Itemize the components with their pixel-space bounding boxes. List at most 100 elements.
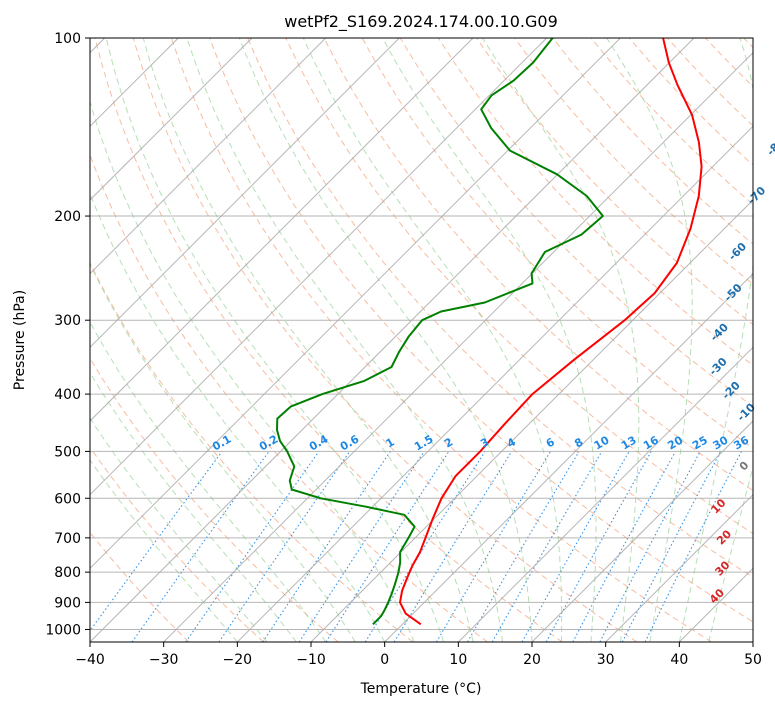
moist-adiabat-line xyxy=(90,192,386,642)
dry-adiabat-line xyxy=(90,261,414,642)
mixing-ratio-line xyxy=(572,451,676,642)
mixing-ratio-label: 0.2 xyxy=(257,432,280,453)
x-tick-label: 0 xyxy=(380,652,389,668)
dry-adiabat-line xyxy=(285,38,753,535)
isotherm-line xyxy=(384,272,753,642)
moist-adiabat-line xyxy=(90,417,268,642)
x-tick-label: 10 xyxy=(449,652,467,668)
zero-label: 0 xyxy=(737,458,752,473)
moist-adiabat-line xyxy=(238,38,533,642)
mixing-ratio-line xyxy=(521,451,630,642)
moist-adiabat-line xyxy=(481,38,640,642)
mixing-ratio-line xyxy=(218,451,351,642)
isotherm-line xyxy=(531,420,753,642)
dry-adiabat-line xyxy=(476,38,753,326)
moist-adiabat-label: 30 xyxy=(713,558,733,578)
mixing-ratio-label: 4 xyxy=(505,435,518,450)
mixing-ratio-label: 16 xyxy=(641,433,661,452)
moist-adiabat-line xyxy=(606,38,693,642)
dry-adiabat-line xyxy=(743,38,753,49)
dry-adiabat-line xyxy=(247,38,753,578)
mixing-ratio-label: 0.6 xyxy=(338,432,362,453)
mixing-ratio-line xyxy=(644,451,742,642)
isotherm-line xyxy=(90,38,474,422)
isotherm-line xyxy=(90,38,400,349)
isotherm-line xyxy=(236,125,753,642)
moist-adiabat-line xyxy=(302,38,563,642)
dry-adiabat-label: -80 xyxy=(764,135,775,158)
mixing-ratio-label: 6 xyxy=(544,435,557,450)
isotherm-line xyxy=(457,346,753,642)
dry-adiabat-line xyxy=(90,531,190,642)
mixing-ratio-line xyxy=(545,451,652,642)
dry-adiabat-label: -60 xyxy=(726,240,749,263)
y-tick-label: 300 xyxy=(54,313,81,329)
x-tick-label: 30 xyxy=(597,652,615,668)
moist-adiabat-line xyxy=(90,459,238,642)
x-tick-label: 40 xyxy=(670,652,688,668)
mixing-ratio-line xyxy=(599,451,701,642)
mixing-ratio-label: 25 xyxy=(690,434,710,453)
dry-adiabat-line xyxy=(132,38,638,642)
dry-adiabat-line xyxy=(514,38,753,285)
isotherm-line xyxy=(90,38,548,496)
moist-adiabat-label: 10 xyxy=(709,496,729,516)
mixing-ratio-line xyxy=(621,451,722,642)
mixing-ratio-line xyxy=(90,451,223,632)
y-tick-label: 800 xyxy=(54,565,81,581)
mixing-ratio-label: 10 xyxy=(592,433,612,452)
dewpoint-line xyxy=(276,38,604,626)
dry-adiabat-line xyxy=(90,357,339,642)
dry-adiabat-label: -20 xyxy=(720,379,743,402)
isotherm-line xyxy=(90,38,621,570)
dry-adiabat-line xyxy=(90,446,264,642)
x-tick-label: −30 xyxy=(149,652,179,668)
isotherm-line xyxy=(90,38,253,201)
y-tick-label: 200 xyxy=(54,209,81,225)
temperature-line xyxy=(399,38,703,626)
mixing-ratio-line xyxy=(298,451,425,642)
mixing-ratio-label: 3 xyxy=(478,435,491,450)
x-tick-label: 20 xyxy=(523,652,541,668)
isotherm-line xyxy=(163,51,753,642)
mixing-ratio-line xyxy=(262,451,391,642)
y-axis-label: Pressure (hPa) xyxy=(12,290,28,390)
dry-adiabat-line xyxy=(437,38,753,366)
isotherm-line xyxy=(605,493,753,642)
x-tick-label: −10 xyxy=(296,652,326,668)
mixing-ratio-label: 0.4 xyxy=(307,432,331,453)
mixing-ratio-label: 30 xyxy=(711,433,731,452)
y-tick-label: 700 xyxy=(54,531,81,547)
mixing-ratio-label: 36 xyxy=(731,433,751,452)
moist-adiabat-line xyxy=(90,371,297,642)
dry-adiabat-line xyxy=(323,38,753,492)
y-tick-label: 500 xyxy=(54,444,81,460)
x-axis-ticks: −40 −30 −20 −10 0 10 20 30 40 50 xyxy=(75,642,762,668)
plot-frame xyxy=(89,37,754,643)
y-tick-label: 100 xyxy=(54,31,81,47)
mixing-ratio-label: 1.5 xyxy=(412,432,435,453)
dry-adiabat-line xyxy=(90,153,488,642)
mixing-ratio-label: 0.1 xyxy=(210,432,233,453)
series-layer xyxy=(276,38,703,626)
moist-adiabat-line xyxy=(142,38,474,642)
moist-adiabat-line xyxy=(90,321,327,642)
isotherm-line xyxy=(310,199,753,642)
dry-adiabat-line xyxy=(590,38,753,206)
moist-adiabat-line xyxy=(105,38,445,642)
dry-adiabat-label: -40 xyxy=(708,321,731,344)
mixing-ratio-line xyxy=(467,451,580,642)
mixing-ratio-line xyxy=(325,451,450,642)
isotherm-line xyxy=(90,38,327,275)
moist-adiabat-line xyxy=(678,38,753,642)
mixing-ratio-label: 20 xyxy=(665,433,685,452)
isotherm-line xyxy=(752,641,753,642)
dry-adiabat-line xyxy=(667,38,753,127)
y-axis-ticks: 100 200 300 400 500 600 700 800 900 1000 xyxy=(45,31,90,638)
dry-adiabat-line xyxy=(209,38,753,623)
mixing-ratio-label: 1 xyxy=(384,435,397,450)
chart-title: wetPf2_S169.2024.174.00.10.G09 xyxy=(284,12,558,32)
isotherm-line xyxy=(90,38,695,642)
mixing-ratio-label: 13 xyxy=(619,434,639,453)
background-lines xyxy=(90,38,753,642)
